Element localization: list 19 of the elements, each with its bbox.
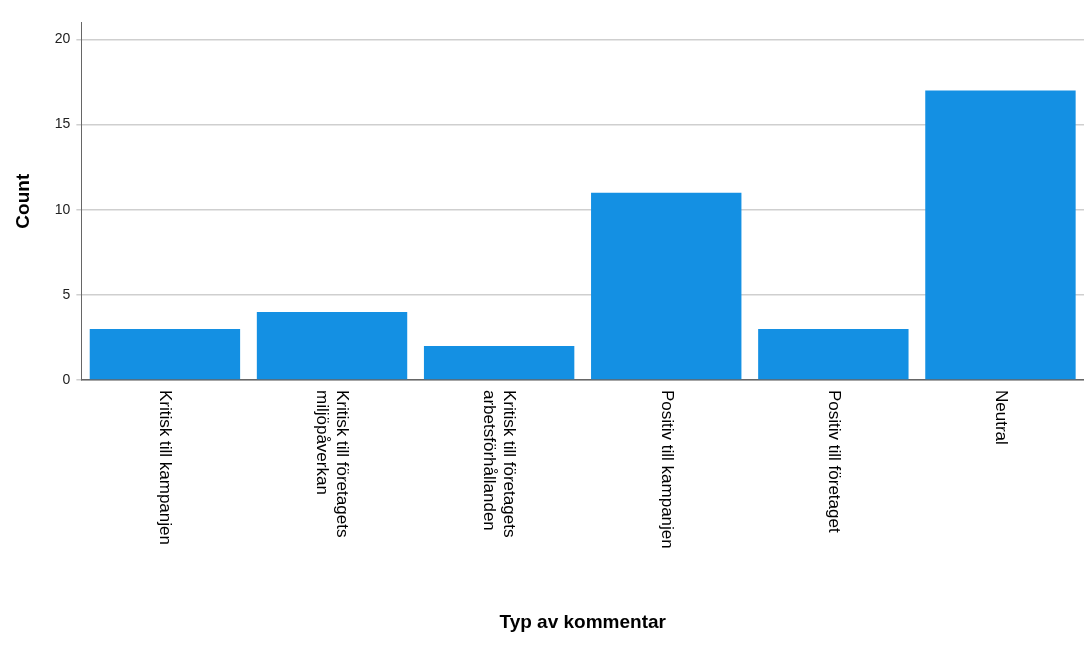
y-tick-label: 0 xyxy=(62,370,71,387)
x-tick-label: Kritisk till företagets miljöpåverkan xyxy=(313,390,353,538)
x-tick-label: Kritisk till kampanjen xyxy=(156,390,176,545)
y-axis-title: Count xyxy=(11,173,33,229)
x-axis-title: Typ av kommentar xyxy=(499,610,667,632)
y-tick-label: 5 xyxy=(62,285,71,302)
x-tick-label: Neutral xyxy=(991,390,1011,445)
y-tick-label: 10 xyxy=(54,200,71,217)
y-tick-label: 15 xyxy=(54,115,71,132)
y-tick-label: 20 xyxy=(54,30,71,47)
bar xyxy=(758,328,909,380)
x-tick-label: Positiv till kampanjen xyxy=(657,390,677,549)
bar xyxy=(925,90,1076,380)
bar xyxy=(423,345,575,380)
x-tick-label: Positiv till företaget xyxy=(824,390,844,533)
bar xyxy=(256,311,408,380)
bar xyxy=(89,328,241,380)
x-tick-label: Kritisk till företagets arbetsförhållanden xyxy=(480,390,520,538)
bar xyxy=(591,192,742,380)
